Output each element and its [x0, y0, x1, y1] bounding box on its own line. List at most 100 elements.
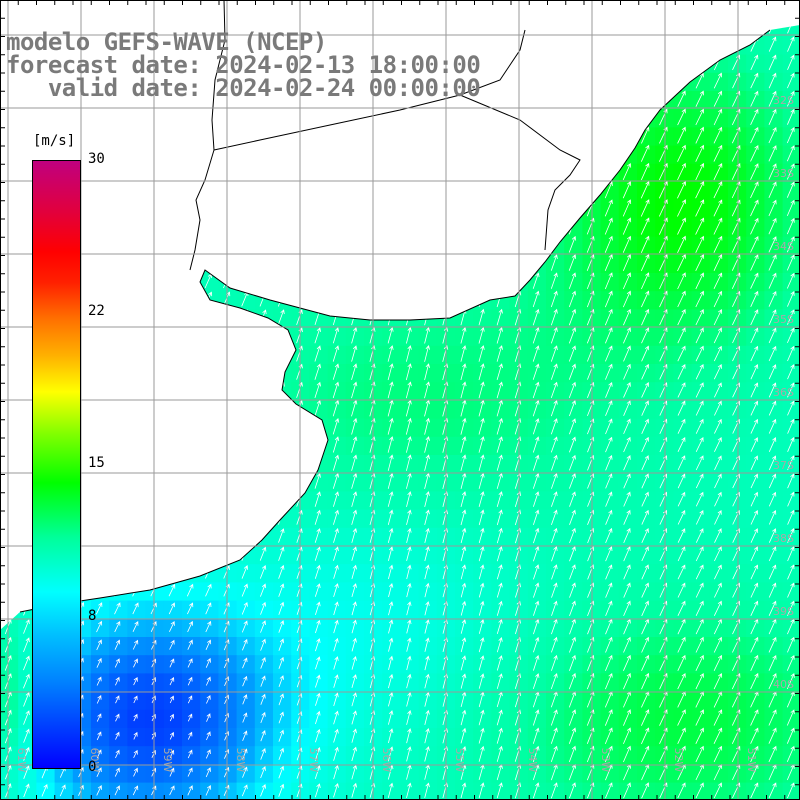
- speed-cell: [182, 600, 201, 620]
- wind-arrow: [677, 272, 686, 290]
- wind-arrow: [278, 564, 285, 579]
- speed-cell: [345, 400, 365, 420]
- speed-cell: [728, 273, 747, 292]
- speed-cell: [600, 600, 620, 620]
- speed-cell: [564, 327, 583, 347]
- speed-cell: [345, 582, 365, 602]
- wind-arrow: [478, 417, 485, 435]
- speed-cell: [327, 400, 347, 420]
- speed-cell: [600, 491, 620, 511]
- wind-arrow: [768, 473, 777, 489]
- wind-arrow: [406, 782, 412, 799]
- wind-arrow: [605, 363, 613, 380]
- speed-cell: [273, 546, 292, 565]
- wind-arrow: [315, 601, 321, 616]
- wind-arrow: [114, 602, 121, 615]
- speed-cell: [491, 655, 511, 674]
- wind-arrow: [333, 601, 339, 616]
- speed-cell: [546, 327, 565, 347]
- wind-arrow: [460, 454, 467, 471]
- wind-arrow: [623, 363, 631, 380]
- speed-cell: [618, 509, 638, 529]
- wind-arrow: [496, 308, 503, 326]
- speed-cell: [54, 782, 74, 800]
- speed-cell: [637, 418, 656, 438]
- speed-cell: [400, 764, 420, 784]
- wind-arrow: [768, 290, 777, 307]
- wind-arrow: [750, 364, 759, 380]
- wind-arrow: [768, 72, 777, 89]
- speed-cell: [764, 382, 784, 401]
- speed-cell: [600, 327, 620, 347]
- wind-arrow: [787, 345, 795, 362]
- speed-cell: [473, 564, 492, 583]
- speed-cell: [182, 709, 201, 729]
- wind-arrow: [351, 656, 357, 670]
- speed-cell: [182, 728, 201, 747]
- speed-cell: [782, 273, 800, 292]
- wind-arrow: [786, 254, 795, 271]
- wind-arrow: [496, 709, 503, 726]
- wind-arrow: [677, 253, 686, 272]
- speed-cell: [673, 236, 693, 256]
- wind-arrow: [695, 782, 704, 799]
- speed-cell: [236, 291, 256, 310]
- speed-cell: [455, 764, 474, 784]
- speed-cell: [418, 418, 438, 438]
- speed-cell: [546, 746, 565, 765]
- speed-cell: [473, 345, 492, 365]
- wind-arrow: [460, 745, 467, 762]
- speed-cell: [91, 637, 110, 656]
- speed-cell: [546, 637, 565, 656]
- speed-cell: [527, 491, 547, 511]
- speed-cell: [764, 345, 784, 365]
- wind-arrow: [695, 528, 704, 543]
- wind-arrow: [351, 345, 358, 362]
- border-line: [459, 94, 581, 251]
- speed-cell: [473, 327, 492, 347]
- wind-arrow: [641, 709, 650, 726]
- speed-cell: [145, 600, 165, 620]
- wind-arrow: [714, 455, 722, 471]
- wind-arrow: [223, 657, 230, 669]
- wind-arrow: [623, 436, 631, 453]
- wind-arrow: [768, 345, 777, 362]
- speed-cell: [200, 709, 219, 729]
- wind-arrow: [641, 528, 649, 543]
- speed-cell: [728, 618, 747, 638]
- wind-arrow: [787, 564, 795, 580]
- speed-cell: [728, 218, 747, 238]
- wind-arrow: [406, 491, 412, 507]
- wind-arrow: [532, 673, 540, 690]
- wind-arrow: [604, 199, 613, 217]
- wind-arrow: [695, 126, 704, 144]
- wind-arrow: [532, 782, 540, 799]
- wind-arrow: [768, 382, 777, 398]
- speed-cell: [254, 673, 274, 693]
- speed-cell: [618, 163, 638, 183]
- wind-arrow: [787, 418, 795, 434]
- speed-cell: [309, 491, 329, 511]
- speed-cell: [327, 546, 347, 565]
- wind-arrow: [768, 254, 777, 271]
- wind-arrow: [550, 399, 558, 417]
- wind-arrow: [750, 709, 759, 726]
- speed-cell: [673, 637, 693, 656]
- longitude-label: 51W: [745, 748, 758, 773]
- wind-arrow: [551, 600, 558, 616]
- wind-arrow: [260, 620, 266, 633]
- wind-arrow: [478, 637, 485, 653]
- wind-arrow: [550, 290, 558, 308]
- wind-arrow: [205, 583, 212, 597]
- speed-cell: [691, 618, 711, 638]
- wind-arrow: [496, 381, 503, 399]
- wind-arrow: [640, 199, 650, 217]
- speed-cell: [327, 455, 347, 474]
- wind-arrow: [768, 272, 777, 289]
- wind-arrow: [605, 473, 613, 489]
- speed-cell: [418, 782, 438, 800]
- speed-cell: [618, 200, 638, 219]
- wind-arrow: [768, 782, 777, 799]
- speed-cell: [127, 691, 147, 711]
